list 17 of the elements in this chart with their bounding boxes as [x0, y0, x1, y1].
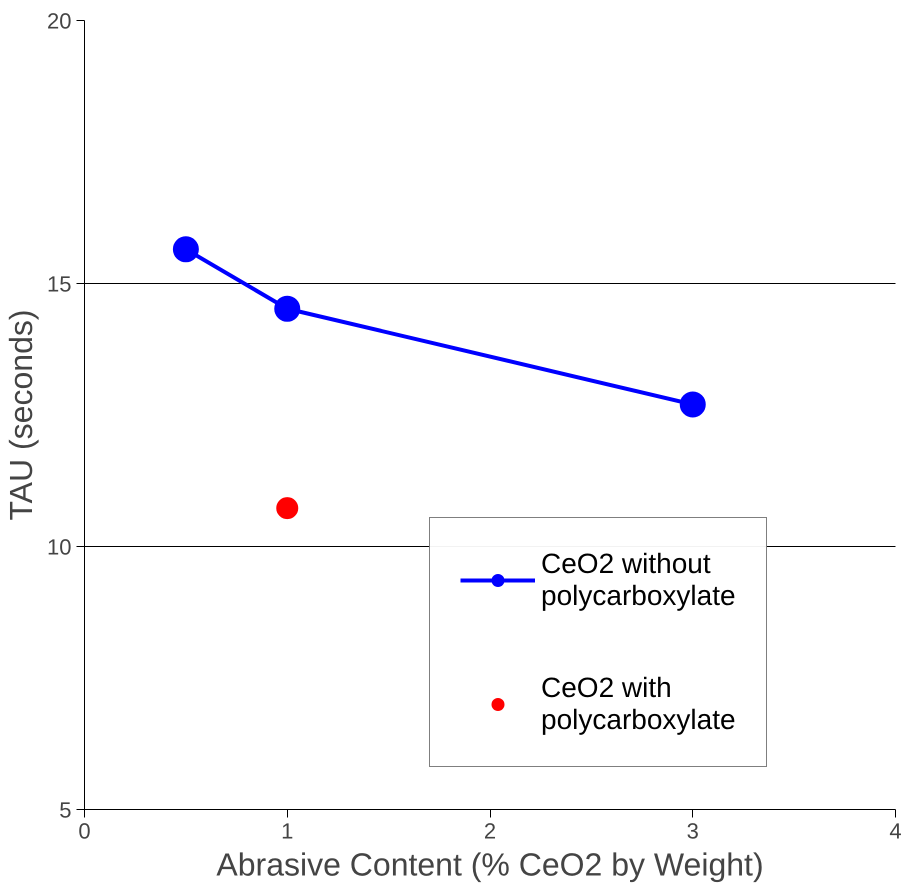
- y-axis-title: TAU (seconds): [3, 309, 40, 521]
- x-tick-label: 2: [484, 818, 496, 844]
- x-tick-label: 4: [889, 818, 902, 844]
- y-tick-label: 5: [59, 798, 72, 822]
- y-tick-label: 15: [47, 272, 72, 296]
- legend-label: CeO2 with polycarboxylate: [541, 672, 736, 736]
- point: [274, 296, 300, 322]
- y-tick-label: 20: [47, 8, 72, 34]
- point: [172, 236, 199, 262]
- y-tick-label: 10: [47, 534, 72, 560]
- legend-label: CeO2 without polycarboxylate: [541, 548, 736, 612]
- point: [276, 497, 298, 520]
- x-tick-label: 3: [686, 818, 699, 844]
- x-axis-title: Abrasive Content (% CeO2 by Weight): [216, 846, 764, 882]
- x-tick-label: 1: [281, 818, 294, 844]
- x-tick-label: 0: [78, 818, 91, 844]
- point: [680, 392, 706, 418]
